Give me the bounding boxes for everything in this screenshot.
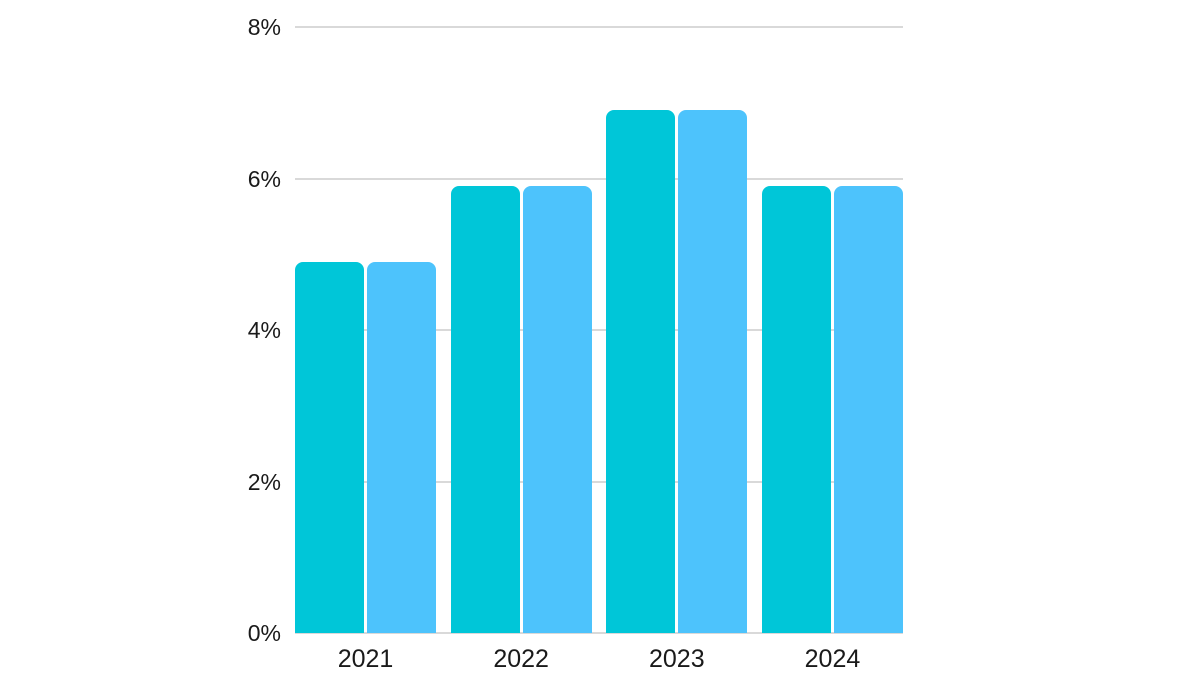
x-axis: 2021 2022 2023 2024: [295, 645, 903, 673]
bar-2021-series-light-blue: [367, 261, 436, 633]
gridline: [295, 329, 903, 331]
bar-2022-series-light-blue: [522, 186, 592, 633]
bar-group-2022: [450, 27, 592, 633]
bars-row: [295, 27, 903, 633]
gridline: [295, 177, 903, 180]
y-axis-tick-label: 2%: [247, 468, 281, 495]
bar-2023-series-light-blue: [678, 110, 748, 633]
x-axis-category-label: 2022: [493, 645, 549, 673]
x-axis-category-label: 2021: [337, 645, 394, 673]
plot-area: [295, 26, 903, 634]
bar-2023-series-teal: [606, 110, 676, 633]
y-axis-tick-label: 8%: [247, 14, 281, 40]
bar-2022-series-teal: [450, 186, 520, 633]
x-axis-category-label: 2023: [649, 645, 705, 673]
bar-2024-series-light-blue: [833, 186, 903, 633]
bar-group-2021: [295, 27, 436, 633]
x-axis-category-label: 2024: [804, 645, 861, 673]
bar-2021-series-teal: [295, 261, 364, 633]
bar-group-2024: [761, 27, 903, 633]
y-axis-tick-label: 4%: [247, 317, 281, 343]
y-axis-tick-label: 0%: [247, 620, 281, 646]
baseline: [295, 632, 903, 634]
gridline: [295, 26, 903, 28]
bar-group-2023: [606, 27, 748, 633]
y-axis-tick-label: 6%: [247, 165, 281, 192]
bar-2024-series-teal: [761, 186, 831, 633]
gridline: [295, 480, 903, 483]
